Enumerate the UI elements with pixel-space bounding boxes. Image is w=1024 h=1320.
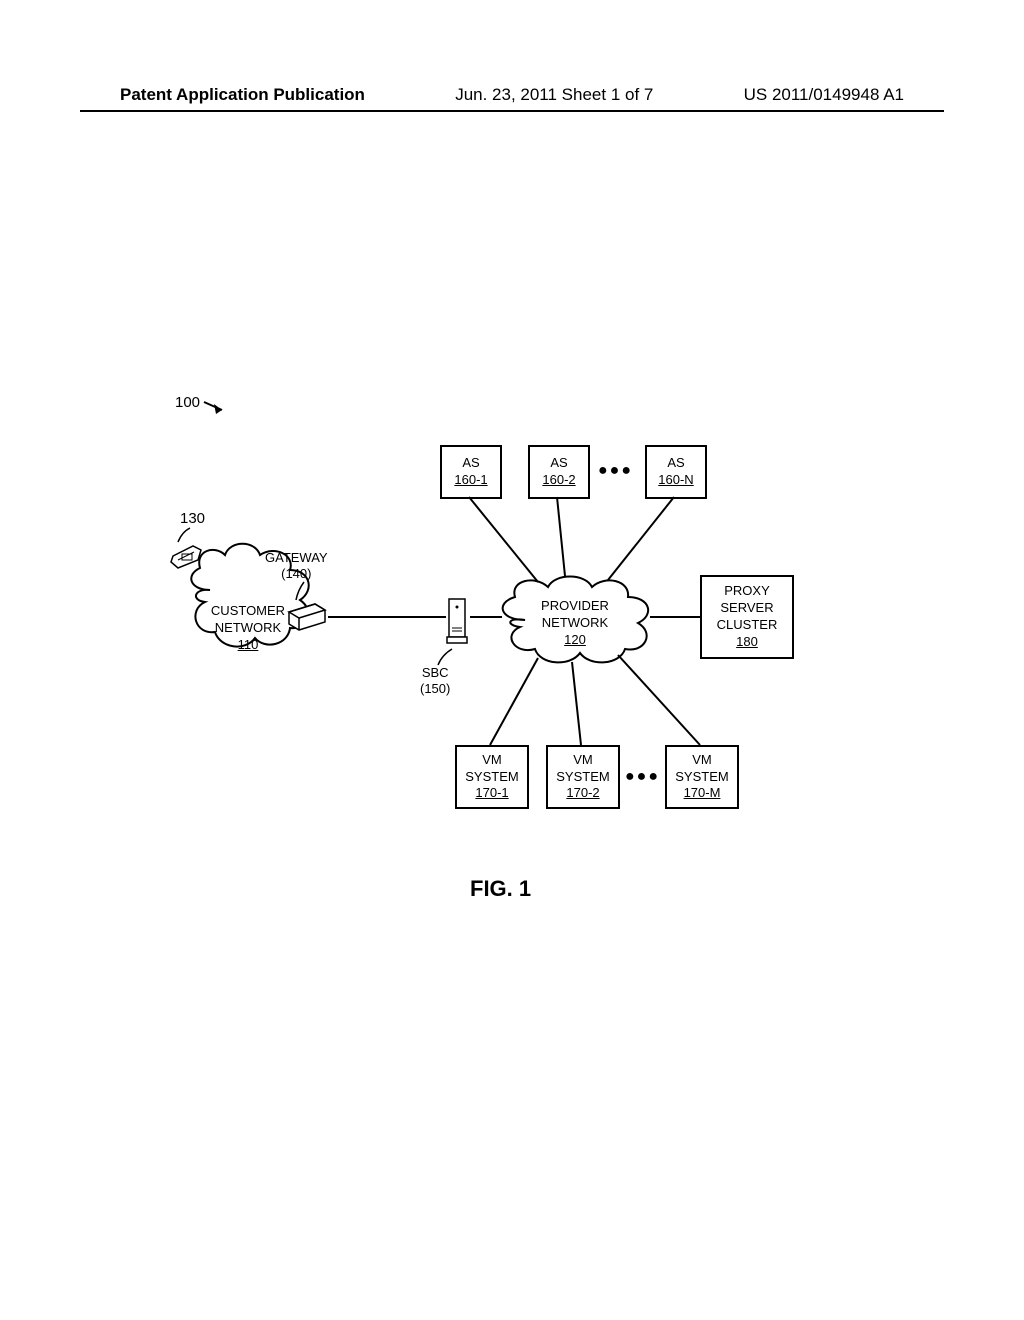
vm-box-2: VM SYSTEM 170-2 — [546, 745, 620, 809]
vm-2-label: VM SYSTEM — [556, 752, 609, 786]
provider-network-label: PROVIDER NETWORK 120 — [520, 598, 630, 649]
header-center: Jun. 23, 2011 Sheet 1 of 7 — [455, 85, 653, 105]
gateway-leader — [290, 580, 320, 604]
vm-2-ref: 170-2 — [566, 785, 599, 802]
header-rule — [80, 110, 944, 112]
gateway-ref: (140) — [281, 566, 311, 581]
sbc-leader — [432, 645, 458, 669]
as-2-label: AS — [550, 455, 567, 472]
sbc-label: SBC (150) — [420, 665, 450, 696]
vm-ellipsis: ●●● — [625, 768, 660, 786]
cust-net-ref: 110 — [238, 637, 259, 652]
page-header: Patent Application Publication Jun. 23, … — [0, 85, 1024, 105]
vm-box-m: VM SYSTEM 170-M — [665, 745, 739, 809]
ref-130-leader — [170, 520, 200, 550]
vm-m-ref: 170-M — [684, 785, 721, 802]
figure-title: FIG. 1 — [470, 876, 531, 902]
as-box-n: AS 160-N — [645, 445, 707, 499]
as-1-label: AS — [462, 455, 479, 472]
sbc-icon — [445, 595, 471, 647]
cust-net-text: CUSTOMER NETWORK — [211, 603, 285, 635]
figure-1-diagram: 100 AS 160-1 AS 160-2 ●●● AS 160-N 130 C… — [140, 380, 890, 900]
as-box-1: AS 160-1 — [440, 445, 502, 499]
ref-100-arrow — [202, 394, 230, 416]
as-n-ref: 160-N — [658, 472, 693, 489]
proxy-ref: 180 — [736, 634, 758, 651]
sbc-ref: (150) — [420, 681, 450, 696]
proxy-box: PROXY SERVER CLUSTER 180 — [700, 575, 794, 659]
proxy-label: PROXY SERVER CLUSTER — [717, 583, 778, 634]
as-n-label: AS — [667, 455, 684, 472]
ref-100: 100 — [175, 394, 200, 411]
gateway-label: GATEWAY (140) — [265, 550, 328, 581]
vm-1-ref: 170-1 — [475, 785, 508, 802]
vm-1-label: VM SYSTEM — [465, 752, 518, 786]
gateway-text: GATEWAY — [265, 550, 328, 565]
customer-network-label: CUSTOMER NETWORK 110 — [198, 603, 298, 654]
as-box-2: AS 160-2 — [528, 445, 590, 499]
prov-net-ref: 120 — [564, 632, 586, 647]
prov-net-text: PROVIDER NETWORK — [541, 598, 609, 630]
as-ellipsis: ●●● — [598, 462, 633, 480]
header-pubnum: US 2011/0149948 A1 — [744, 85, 904, 105]
vm-m-label: VM SYSTEM — [675, 752, 728, 786]
header-pub-label: Patent Application Publication — [120, 85, 365, 105]
as-1-ref: 160-1 — [454, 472, 487, 489]
vm-box-1: VM SYSTEM 170-1 — [455, 745, 529, 809]
as-2-ref: 160-2 — [542, 472, 575, 489]
